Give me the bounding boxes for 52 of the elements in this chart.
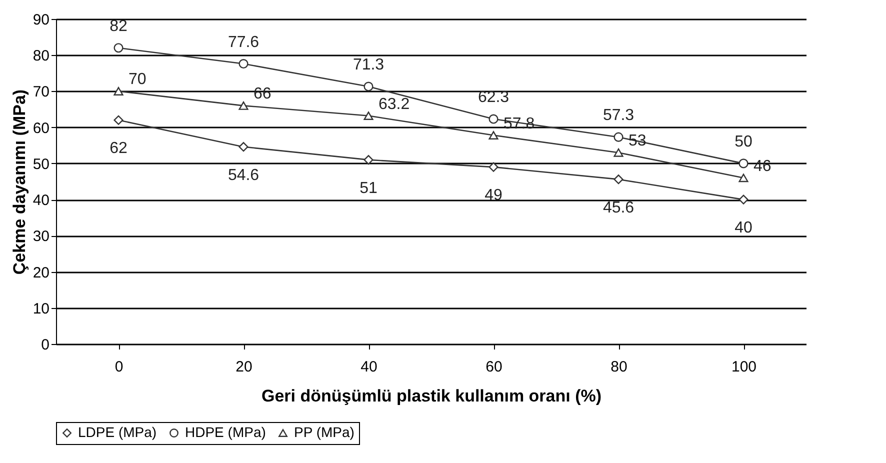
x-axis-title: Geri dönüşümlü plastik kullanım oranı (%)	[261, 386, 602, 406]
point	[488, 131, 498, 140]
x-tick-label: 80	[610, 358, 628, 376]
data-label: 50	[734, 133, 752, 150]
y-tick-label: 20	[32, 264, 50, 282]
y-tick-label: 90	[32, 12, 50, 28]
x-tick-label: 0	[114, 358, 124, 376]
point	[114, 87, 124, 96]
x-tick-label: 60	[486, 358, 502, 376]
y-tick-label: 10	[32, 300, 50, 318]
point	[238, 101, 248, 110]
point	[738, 194, 748, 204]
point	[364, 82, 374, 92]
point	[238, 59, 248, 69]
y-tick-label: 60	[32, 120, 50, 137]
point	[114, 43, 124, 53]
point	[614, 148, 624, 157]
data-label: 62	[110, 140, 128, 158]
data-label: 82	[110, 18, 128, 35]
x-tick-label: 20	[236, 358, 252, 376]
point	[364, 155, 374, 165]
y-tick-label: 80	[32, 48, 50, 65]
legend-label: HDPE (MPa)	[185, 424, 266, 440]
data-label: 63.2	[378, 96, 410, 113]
x-tick-label: 40	[360, 358, 378, 376]
data-label: 40	[734, 220, 752, 237]
point	[738, 174, 748, 182]
y-tick-label: 0	[41, 336, 50, 354]
y-axis-title: Çekme dayanımı (MPa)	[10, 89, 29, 275]
y-tick-label: 30	[32, 228, 50, 246]
data-label: 51	[360, 180, 378, 197]
data-label: 71.3	[352, 56, 384, 74]
point	[614, 132, 624, 142]
point	[238, 142, 248, 152]
data-label: 57.3	[602, 107, 634, 124]
y-tick-label: 40	[32, 192, 50, 210]
point	[488, 114, 498, 124]
legend-label: LDPE (MPa)	[78, 424, 157, 440]
point	[114, 115, 124, 125]
data-label: 45.6	[602, 199, 634, 216]
y-tick-label: 50	[32, 156, 50, 173]
data-label: 70	[128, 71, 146, 88]
data-label: 77.6	[228, 34, 260, 51]
point	[738, 158, 748, 168]
data-label: 54.6	[228, 166, 260, 184]
data-label: 62.3	[478, 89, 510, 106]
point	[488, 162, 498, 172]
point	[364, 112, 374, 120]
x-tick-label: 100	[731, 358, 757, 376]
point	[614, 174, 624, 184]
legend-label: PP (MPa)	[294, 424, 354, 440]
y-tick-label: 70	[32, 84, 50, 101]
